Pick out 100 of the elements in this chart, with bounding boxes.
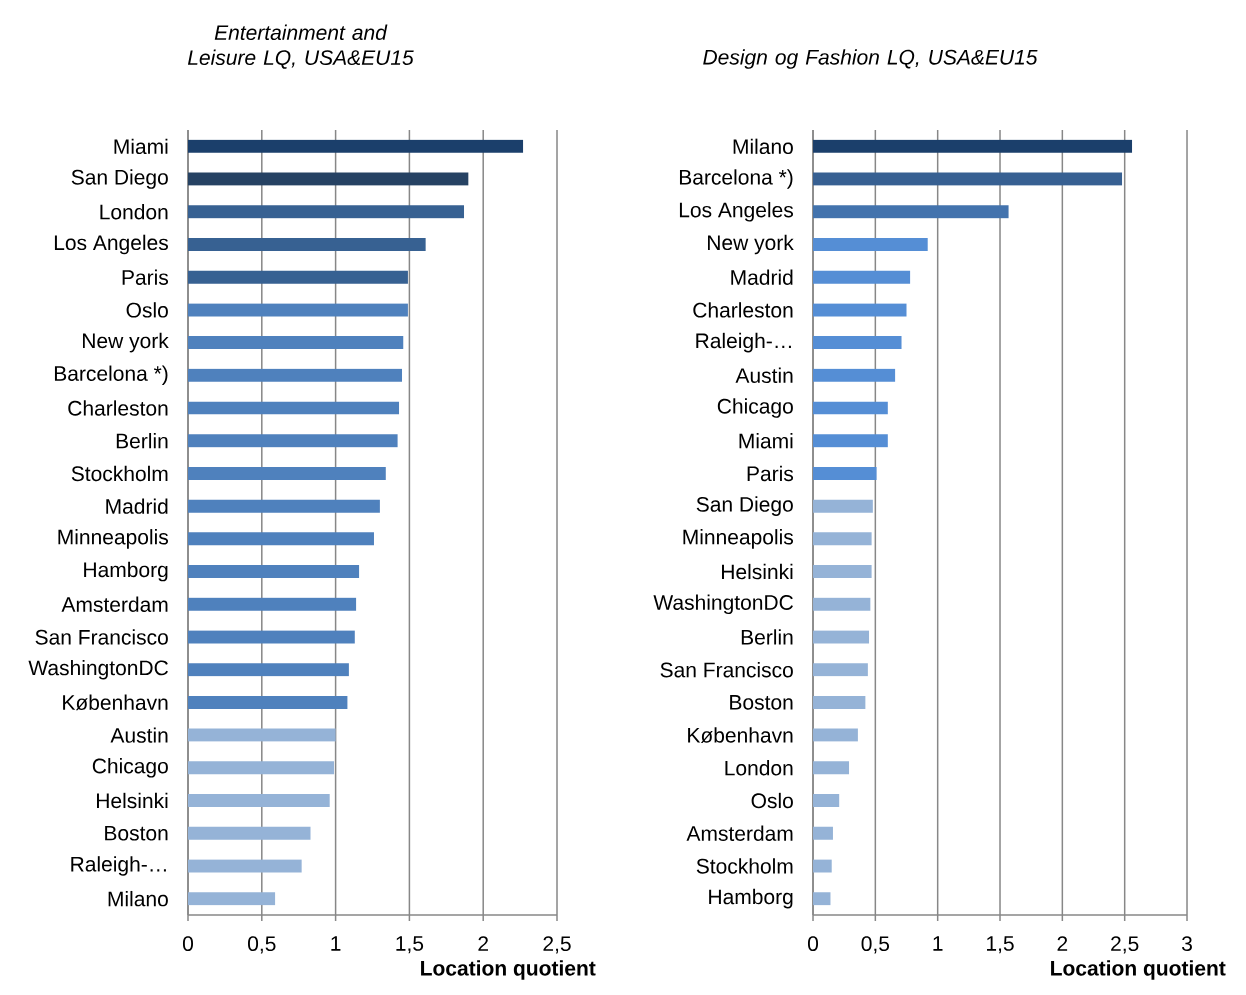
bar <box>188 630 355 644</box>
y-tick-label: San Diego <box>696 496 793 516</box>
bar <box>188 565 360 579</box>
bar <box>188 336 404 350</box>
bar <box>813 270 911 284</box>
bar <box>813 565 872 579</box>
y-tick-label: San Francisco <box>35 629 168 645</box>
y-tick-label: Helsinki <box>722 563 793 580</box>
bar <box>813 139 1133 153</box>
bar <box>813 892 831 906</box>
y-tick-label: Austin <box>735 367 793 384</box>
bar <box>188 270 408 284</box>
y-tick-label: Oslo <box>126 302 168 318</box>
y-tick-label: Hamborg <box>709 888 793 909</box>
y-tick-label: Chicago <box>717 398 793 418</box>
bar <box>813 466 877 480</box>
bar <box>188 401 400 415</box>
bar <box>188 139 524 153</box>
y-tick-label: New york <box>83 332 169 353</box>
y-tick-label: WashingtonDC <box>28 659 168 680</box>
y-tick-label: Madrid <box>106 498 168 514</box>
bar <box>188 597 357 611</box>
bar <box>188 434 398 448</box>
bar <box>188 303 408 317</box>
y-tick-label: Los Angeles <box>679 201 794 222</box>
y-tick-label: San Diego <box>71 169 168 189</box>
x-tick-label: 1 <box>331 936 341 951</box>
bar <box>188 368 403 382</box>
y-tick-label: Amsterdam <box>686 825 793 841</box>
bar <box>188 826 311 840</box>
y-tick-label: Berlin <box>741 629 793 645</box>
bar <box>188 466 386 480</box>
y-tick-label: London <box>725 760 793 776</box>
bar <box>188 532 374 546</box>
x-tick-label: 2 <box>478 936 488 951</box>
y-tick-label: Milano <box>108 890 168 907</box>
x-tick-label: 1 <box>933 936 943 951</box>
y-tick-label: WashingtonDC <box>653 594 793 615</box>
bar <box>813 826 833 840</box>
bar <box>188 205 465 219</box>
bar <box>813 532 872 546</box>
bar <box>188 172 469 186</box>
bar <box>813 172 1123 186</box>
bar <box>188 237 426 251</box>
y-tick-label: Barcelona *) <box>679 169 793 189</box>
bar <box>813 401 888 415</box>
x-tick-label: 0 <box>182 936 194 952</box>
y-tick-label: Paris <box>747 465 794 482</box>
y-tick-label: København <box>63 694 168 711</box>
x-tick-label: 0,5 <box>248 936 276 954</box>
bar <box>188 761 335 775</box>
chart-title: Design og Fashion LQ, USA&EU15 <box>703 49 1038 69</box>
y-tick-label: San Francisco <box>660 661 793 678</box>
y-tick-label: Barcelona *) <box>54 365 168 386</box>
x-tick-label: 2,5 <box>543 936 571 954</box>
y-tick-label: Boston <box>730 695 793 710</box>
bar <box>813 597 871 611</box>
y-tick-label: Hamborg <box>84 561 168 582</box>
x-tick-label: 1,5 <box>396 936 424 954</box>
bar <box>188 859 302 873</box>
bar <box>813 794 840 808</box>
y-tick-label: Madrid <box>731 269 793 285</box>
bar <box>813 663 868 677</box>
y-tick-label: Helsinki <box>97 792 168 809</box>
bar <box>813 336 902 350</box>
bar <box>813 695 866 709</box>
x-tick-label: 2 <box>1057 936 1068 951</box>
bar <box>188 695 348 709</box>
x-axis-title: Location quotient <box>1051 960 1226 980</box>
bar <box>188 794 330 808</box>
bar <box>188 663 349 677</box>
y-tick-label: Raleigh-… <box>696 332 791 353</box>
bar <box>813 728 858 742</box>
chart-title: Entertainment and Leisure LQ, USA&EU15 <box>187 24 414 69</box>
bar <box>813 205 1009 219</box>
y-tick-label: Paris <box>122 269 169 285</box>
bar <box>188 728 336 742</box>
bar <box>188 499 380 513</box>
y-tick-label: London <box>100 204 168 220</box>
y-tick-label: Los Angeles <box>54 234 168 255</box>
x-axis-title: Location quotient <box>421 960 596 980</box>
bar <box>813 368 896 382</box>
x-tick-label: 0 <box>807 936 819 952</box>
y-tick-label: Stockholm <box>71 465 168 482</box>
bar <box>813 761 850 775</box>
y-tick-label: Stockholm <box>696 858 793 874</box>
y-tick-label: Miami <box>114 138 168 155</box>
bar <box>813 630 870 644</box>
y-tick-label: Milano <box>733 138 793 155</box>
y-tick-label: Minneapolis <box>683 529 794 549</box>
x-tick-label: 3 <box>1181 936 1192 952</box>
y-tick-label: Berlin <box>116 433 168 449</box>
y-tick-label: Miami <box>739 433 793 449</box>
y-tick-label: New york <box>708 234 794 255</box>
y-tick-label: Chicago <box>92 758 168 778</box>
bar <box>188 892 276 906</box>
y-tick-label: Amsterdam <box>61 596 168 612</box>
y-tick-label: Minneapolis <box>58 529 169 549</box>
bar <box>813 499 873 513</box>
bar <box>813 434 888 448</box>
